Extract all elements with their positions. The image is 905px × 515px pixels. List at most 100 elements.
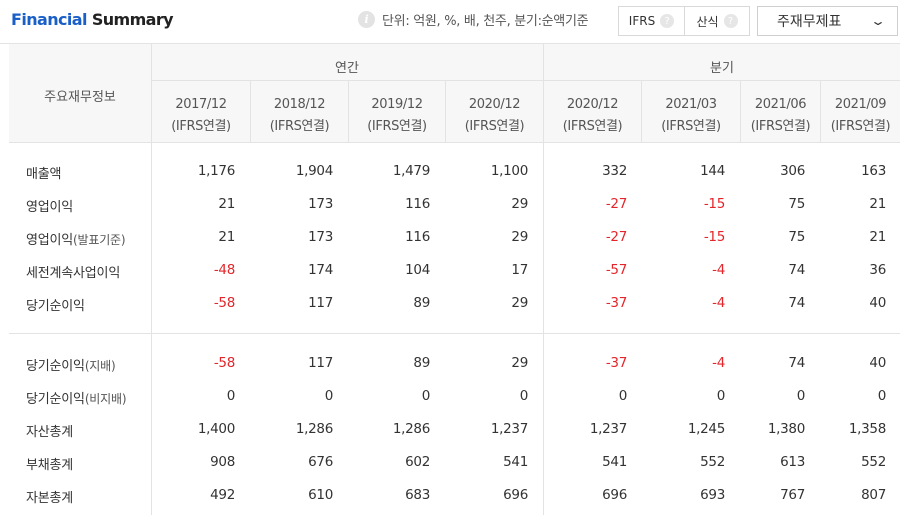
table-cell: 1,286	[392, 421, 430, 437]
table-cell: 173	[308, 229, 333, 245]
statement-select[interactable]: 주재무제표 ⌄	[757, 6, 898, 36]
table-cell: -58	[213, 355, 235, 371]
column-header: 2019/12 (IFRS연결)	[349, 94, 445, 138]
column-period: 2018/12	[273, 97, 326, 112]
table-cell: 74	[788, 355, 805, 371]
table-cell: -37	[605, 355, 627, 371]
table-cell: 1,904	[295, 163, 333, 179]
row-label-sub: (지배)	[84, 359, 116, 373]
table-cell: 807	[861, 487, 886, 503]
unit-info: i 단위: 억원, %, 배, 천주, 분기:순액기준	[358, 10, 589, 29]
table-cell: 21	[218, 229, 235, 245]
group-annual: 연간	[335, 61, 359, 76]
row-label-main: 자산총계	[26, 425, 74, 440]
table-cell: 75	[788, 196, 805, 212]
column-basis: (IFRS연결)	[464, 119, 525, 134]
header-divider	[740, 81, 741, 142]
column-period: 2020/12	[468, 97, 521, 112]
table-cell: 21	[218, 196, 235, 212]
table-cell: 0	[324, 388, 334, 404]
table-cell: 683	[405, 487, 430, 503]
header-divider	[348, 81, 349, 142]
table-cell: 0	[796, 388, 806, 404]
table-cell: 75	[788, 229, 805, 245]
row-label-main: 당기순이익	[26, 299, 85, 314]
table-cell: -15	[703, 196, 725, 212]
table-cell: 29	[511, 196, 528, 212]
table-cell: 21	[869, 196, 886, 212]
header-divider	[641, 81, 642, 142]
table-cell: 0	[877, 388, 887, 404]
table-cell: 173	[308, 196, 333, 212]
column-period: 2021/03	[665, 97, 717, 112]
table-top-border	[0, 43, 900, 44]
table-cell: 696	[503, 487, 528, 503]
page-title: Financial Summary	[11, 10, 174, 29]
row-label-main: 자본총계	[26, 491, 74, 506]
row-label: 영업이익	[26, 196, 73, 215]
table-cell: 40	[869, 355, 886, 371]
help-icon[interactable]: ?	[660, 14, 675, 28]
table-cell: 21	[869, 229, 886, 245]
column-basis: (IFRS연결)	[171, 119, 231, 134]
title-financial: Financial	[11, 10, 87, 29]
table-cell: 0	[226, 388, 236, 404]
table-cell: 89	[413, 295, 430, 311]
table-cell: 174	[308, 262, 333, 278]
column-header: 2020/12 (IFRS연결)	[446, 94, 543, 138]
column-header: 2017/12 (IFRS연결)	[152, 94, 250, 138]
header-divider	[445, 81, 446, 142]
formula-button[interactable]: 산식 ?	[685, 7, 749, 35]
column-period: 2017/12	[175, 97, 227, 112]
group-quarterly: 분기	[710, 61, 734, 76]
table-cell: 552	[700, 454, 725, 470]
table-cell: 0	[716, 388, 726, 404]
column-header: 2018/12 (IFRS연결)	[251, 94, 348, 138]
table-cell: 541	[503, 454, 528, 470]
standard-toggle: IFRS ? 산식 ?	[618, 6, 750, 36]
column-header: 2021/09 (IFRS연결)	[821, 94, 900, 138]
column-basis: (IFRS연결)	[830, 119, 891, 134]
table-cell: 908	[210, 454, 235, 470]
table-cell: 693	[700, 487, 725, 503]
chevron-down-icon: ⌄	[869, 14, 887, 28]
column-header: 2021/03 (IFRS연결)	[642, 94, 740, 138]
table-cell: 1,245	[687, 421, 725, 437]
corner-label: 주요재무정보	[44, 90, 116, 105]
table-cell: -4	[712, 262, 725, 278]
table-cell: 1,286	[295, 421, 333, 437]
table-cell: 74	[788, 295, 805, 311]
row-label: 당기순이익(비지배)	[26, 388, 126, 407]
row-label: 자산총계	[26, 421, 73, 440]
table-cell: 29	[511, 355, 528, 371]
table-cell: -37	[605, 295, 627, 311]
column-basis: (IFRS연결)	[269, 119, 330, 134]
table-cell: 1,237	[490, 421, 528, 437]
table-cell: 163	[861, 163, 886, 179]
info-icon: i	[358, 11, 375, 28]
table-cell: -48	[213, 262, 235, 278]
column-divider	[543, 44, 544, 515]
column-basis: (IFRS연결)	[367, 119, 427, 134]
table-cell: -27	[605, 229, 627, 245]
table-cell: 676	[308, 454, 333, 470]
table-cell: 613	[780, 454, 805, 470]
header-divider	[820, 81, 821, 142]
table-cell: -15	[703, 229, 725, 245]
row-label-main: 매출액	[26, 167, 62, 182]
header-bottom-border	[9, 142, 900, 143]
column-divider	[151, 44, 152, 515]
table-cell: -57	[605, 262, 627, 278]
table-cell: 117	[308, 295, 333, 311]
header-divider	[250, 81, 251, 142]
table-cell: 610	[308, 487, 333, 503]
table-cell: -4	[712, 295, 725, 311]
table-cell: 492	[210, 487, 235, 503]
help-icon[interactable]: ?	[723, 14, 738, 28]
table-cell: 541	[602, 454, 627, 470]
ifrs-button[interactable]: IFRS ?	[619, 7, 685, 35]
column-period: 2019/12	[371, 97, 423, 112]
column-basis: (IFRS연결)	[661, 119, 721, 134]
table-cell: 1,176	[197, 163, 235, 179]
row-label: 당기순이익(지배)	[26, 355, 116, 374]
